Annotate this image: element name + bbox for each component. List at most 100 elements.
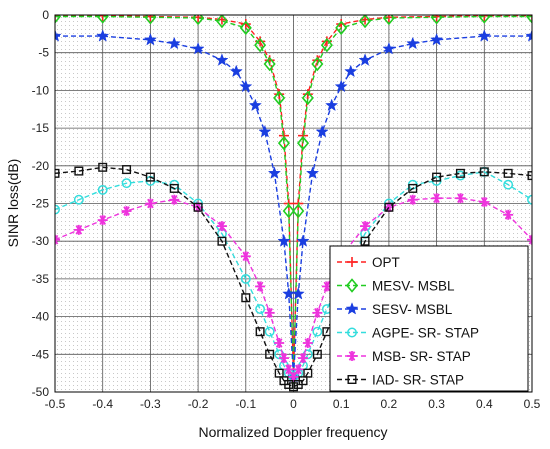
data-point [430,32,444,46]
legend-marker [347,257,357,267]
data-point [267,166,282,179]
data-point [503,168,513,178]
data-point [298,376,308,386]
data-point [360,236,370,246]
data-point [301,90,314,106]
data-point [273,90,286,106]
legend-marker [347,375,357,385]
x-tick-label: 0.4 [476,397,493,411]
data-point [527,234,532,245]
data-point [167,36,181,50]
data-point [277,234,291,247]
y-tick-label: -10 [32,83,50,97]
data-point [55,29,62,42]
y-tick-label: -45 [32,347,50,361]
plot-frame [54,14,533,393]
y-tick-label: -25 [32,197,50,211]
data-point [283,364,294,375]
data-point [382,42,396,55]
data-point [344,64,358,78]
data-point [240,251,251,262]
data-point [121,206,132,217]
data-point [291,287,305,300]
legend-label: MSB- SR- STAP [372,349,471,364]
data-point [282,203,295,219]
data-point [74,166,84,176]
x-tick-label: -0.3 [140,397,161,411]
data-point [239,20,252,36]
legend-label: OPT [372,255,400,270]
data-point [479,167,489,177]
y-tick-label: -50 [32,385,50,399]
data-point [122,165,132,175]
series-line [55,166,532,388]
x-tick-label: -0.2 [188,397,209,411]
data-point [477,29,491,42]
data-point [255,304,266,315]
x-tick-label: 0.2 [381,397,398,411]
data-point [292,203,305,219]
x-tick-label: -0.1 [235,397,256,411]
data-point [407,194,418,205]
data-point [169,194,180,205]
series-mesv-msbl [55,15,532,385]
data-point [278,353,289,364]
data-point [406,36,420,50]
data-point [255,327,265,337]
legend-label: MESV- MSBL [372,279,455,294]
data-point [264,307,275,318]
y-tick-label: -15 [32,121,50,135]
data-point [216,221,227,232]
data-point [274,337,285,348]
data-point [325,98,339,112]
data-point [97,215,108,226]
data-point [293,364,304,375]
y-tick-label: -20 [32,159,50,173]
data-point [320,37,333,53]
data-point [315,124,329,138]
data-point [303,368,313,378]
data-point [191,42,205,55]
data-point [298,353,309,364]
y-tick-label: -40 [32,310,50,324]
data-point [359,15,372,29]
data-point [382,15,395,26]
data-point [289,382,299,392]
data-point [255,281,266,292]
data-point [431,193,442,204]
legend-box [329,245,529,392]
data-point [215,53,229,66]
data-point [265,349,275,359]
legend-label: IAD- SR- STAP [372,373,464,388]
data-point [263,56,276,72]
data-point [98,162,108,172]
data-point [408,183,418,193]
data-point [145,172,155,182]
data-point [478,15,491,24]
data-point [240,273,251,284]
series-msb-sr-stap [55,193,532,382]
data-point [312,349,322,359]
data-point [335,20,348,36]
x-tick-label: -0.5 [45,397,66,411]
data-point [360,221,371,232]
x-tick-label: 0.5 [524,397,541,411]
legend-marker [345,278,359,293]
data-point [312,326,323,337]
data-point [305,166,320,179]
y-tick-label: -30 [32,234,50,248]
data-point [288,371,299,382]
data-point [73,194,84,205]
x-axis-label: Normalized Doppler frequency [198,424,387,440]
x-tick-label: 0.3 [428,397,445,411]
data-point [311,56,324,72]
x-tick-label: -0.4 [92,397,113,411]
data-point [302,337,313,348]
data-point [73,224,84,235]
y-tick-labels: 0 -5 -10 -15 -20 -25 -30 -35 -40 -45 -50 [32,8,50,399]
data-point [503,179,514,190]
data-point [284,379,294,389]
legend-marker [347,327,357,338]
data-point [193,202,203,212]
